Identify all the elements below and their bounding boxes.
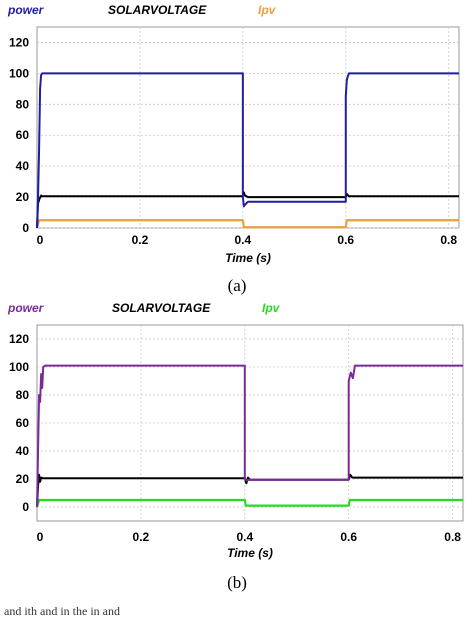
panel-b-x-tick-label: 0.6 xyxy=(340,530,357,544)
panel-a-legend-ipv: Ipv xyxy=(258,3,277,17)
panel-b-series xyxy=(35,364,463,508)
panel-b-x-tick-label: 0.8 xyxy=(444,530,461,544)
panel-b-x-tick-label: 0 xyxy=(37,530,44,544)
panel-a-x-tick-labels: 0 0.2 0.4 0.6 0.8 xyxy=(37,233,458,247)
panel-b-y-tick-label: 100 xyxy=(9,360,29,374)
panel-a-y-tick-label: 120 xyxy=(9,35,29,49)
panel-a-series-solarvoltage-line xyxy=(36,191,459,229)
panel-a-x-tick-label: 0.4 xyxy=(235,233,252,247)
footer-text: and ith and in the in and xyxy=(4,604,120,618)
panel-a-y-tick-label: 60 xyxy=(16,128,30,142)
panel-a-x-tick-label: 0.8 xyxy=(440,233,457,247)
panel-a-y-tick-label: 0 xyxy=(22,221,29,235)
panel-a-caption: (a) xyxy=(228,276,247,295)
panel-a-legend: power SOLARVOLTAGE Ipv xyxy=(7,3,277,17)
panel-b-x-axis-label: Time (s) xyxy=(227,546,273,560)
panel-a-legend-power: power xyxy=(7,3,45,17)
panel-b-legend: power SOLARVOLTAGE Ipv xyxy=(7,301,281,315)
panel-a-legend-solarvoltage: SOLARVOLTAGE xyxy=(108,3,207,17)
panel-b-y-tick-label: 120 xyxy=(9,332,29,346)
panel-a-y-tick-label: 100 xyxy=(9,66,29,80)
panel-a-x-axis-label: Time (s) xyxy=(225,251,271,265)
panel-b-y-tick-label: 80 xyxy=(16,388,30,402)
panel-a-y-tick-label: 20 xyxy=(16,190,30,204)
panel-a-plot-area xyxy=(36,26,460,229)
panel-b-legend-power: power xyxy=(7,301,45,315)
panel-b-y-tick-label: 60 xyxy=(16,416,30,430)
panel-b-series-solarvoltage-line xyxy=(36,473,463,508)
panel-b-series-power-line xyxy=(36,364,463,508)
panel-a-x-tick-label: 0.6 xyxy=(337,233,354,247)
panel-b-y-tick-label: 0 xyxy=(22,500,29,514)
panel-b-y-tick-labels: 0 20 40 60 80 100 120 xyxy=(9,332,29,514)
panel-a-series-ipv-line xyxy=(35,219,459,229)
panel-a-y-tick-label: 80 xyxy=(16,97,30,111)
panel-b-caption: (b) xyxy=(227,573,247,592)
panel-a-y-tick-labels: 0 20 40 60 80 100 120 xyxy=(9,35,29,235)
panel-b-series-ipv-line xyxy=(35,498,463,508)
panel-a-y-tick-label: 40 xyxy=(16,159,30,173)
panel-a-series xyxy=(35,72,459,229)
panel-b-x-tick-label: 0.2 xyxy=(133,530,150,544)
panel-a-x-tick-label: 0 xyxy=(37,233,44,247)
panel-b-legend-solarvoltage: SOLARVOLTAGE xyxy=(112,301,211,315)
panel-b-x-tick-labels: 0 0.2 0.4 0.6 0.8 xyxy=(37,530,462,544)
panel-b-y-tick-label: 40 xyxy=(16,444,30,458)
panel-a: power SOLARVOLTAGE Ipv 0 20 40 60 80 100 120 0… xyxy=(7,3,460,295)
panel-b-x-tick-label: 0.4 xyxy=(236,530,253,544)
panel-b-y-tick-label: 20 xyxy=(16,472,30,486)
panel-a-x-tick-label: 0.2 xyxy=(132,233,149,247)
panel-b: power SOLARVOLTAGE Ipv 0 20 40 60 80 100 120 0… xyxy=(7,301,464,592)
panel-b-legend-ipv: Ipv xyxy=(262,301,281,315)
panel-a-series-power-line xyxy=(36,72,459,229)
